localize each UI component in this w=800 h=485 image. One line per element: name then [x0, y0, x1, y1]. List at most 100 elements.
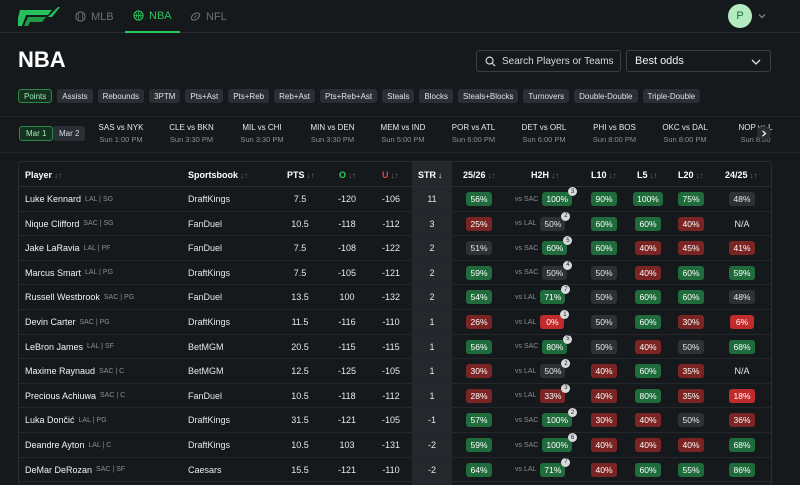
tab-nba[interactable]: NBA: [125, 0, 180, 33]
table-row[interactable]: Deandre Ayton LAL | C DraftKings 10.5 103 -13…: [19, 433, 771, 458]
player-name[interactable]: Luke Kennard: [25, 194, 82, 204]
over-odds-cell[interactable]: -105: [337, 267, 356, 278]
over-odds-cell[interactable]: -116: [338, 317, 356, 327]
header-over[interactable]: O ↓↑: [339, 170, 357, 180]
under-odds-cell[interactable]: -105: [381, 415, 400, 426]
under-odds-cell[interactable]: -110: [382, 464, 400, 475]
game-card[interactable]: PHI vs BOS Sun 8:00 PM: [581, 123, 649, 144]
stat-filter-steals-blocks[interactable]: Steals+Blocks: [457, 89, 519, 103]
under-odds-cell[interactable]: -132: [381, 292, 400, 303]
over-odds-cell[interactable]: -118: [338, 390, 356, 401]
game-card[interactable]: MEM vs IND Sun 5:00 PM: [369, 123, 437, 144]
under-odds-cell[interactable]: -106: [381, 194, 400, 204]
search-box[interactable]: [476, 50, 621, 72]
stat-filter-pts-reb[interactable]: Pts+Reb: [228, 89, 270, 103]
header-l20[interactable]: L20 ↓↑: [678, 170, 704, 180]
table-row[interactable]: Devin Carter SAC | PG DraftKings 11.5 -116 -1…: [19, 310, 771, 335]
logo-icon[interactable]: [18, 4, 60, 28]
stat-filter-triple-double[interactable]: Triple-Double: [642, 89, 701, 103]
table-row[interactable]: Luke Kennard LAL | SG DraftKings 7.5 -120 -10…: [19, 187, 771, 212]
table-row[interactable]: Luka Dončić LAL | PG DraftKings 31.5 -121 -10…: [19, 408, 771, 433]
under-odds-cell[interactable]: -131: [381, 440, 400, 450]
over-odds-cell[interactable]: -108: [337, 243, 356, 254]
stat-filter-steals[interactable]: Steals: [382, 89, 415, 103]
stat-filter-points[interactable]: Points: [18, 89, 53, 103]
player-name[interactable]: Marcus Smart: [25, 267, 82, 278]
over-odds-cell[interactable]: -120: [337, 194, 356, 204]
over-odds-cell[interactable]: -115: [338, 341, 356, 352]
season-hit-rate-badge: 54%: [466, 290, 492, 305]
player-name[interactable]: Precious Achiuwa: [25, 390, 97, 401]
stat-filter-rebounds[interactable]: Rebounds: [97, 89, 145, 103]
game-card[interactable]: DET vs ORL Sun 6:00 PM: [510, 123, 578, 144]
game-card[interactable]: POR vs ATL Sun 6:00 PM: [440, 123, 508, 144]
table-row[interactable]: Precious Achiuwa SAC | C FanDuel 10.5 -118 -1…: [19, 383, 771, 409]
game-card[interactable]: MIL vs CHI Sun 3:30 PM: [228, 123, 296, 144]
game-card[interactable]: SAS vs NYK Sun 1:00 PM: [87, 123, 155, 144]
stat-filter-reb-ast[interactable]: Reb+Ast: [274, 89, 316, 103]
game-card[interactable]: CLE vs BKN Sun 3:30 PM: [158, 123, 226, 144]
over-odds-cell[interactable]: -121: [337, 464, 356, 475]
header-prev-season[interactable]: 24/25 ↓↑: [725, 170, 758, 180]
header-player[interactable]: Player ↓↑: [25, 170, 63, 180]
table-row[interactable]: Nique Clifford SAC | SG FanDuel 10.5 -118 -11…: [19, 211, 771, 237]
over-odds-cell[interactable]: -125: [337, 366, 356, 377]
header-l10[interactable]: L10 ↓↑: [591, 170, 617, 180]
under-odds-cell[interactable]: -115: [382, 341, 400, 352]
str-cell: -2: [427, 464, 436, 475]
over-odds-cell[interactable]: -121: [337, 415, 356, 426]
table-row[interactable]: DeMar DeRozan SAC | SF Caesars 15.5 -121 -110…: [19, 457, 771, 483]
h2h-badge: 50% 4: [542, 260, 573, 280]
prev-season-hit-rate: 68%: [725, 433, 759, 457]
header-str[interactable]: STR ↓: [418, 170, 442, 180]
player-name[interactable]: Deandre Ayton: [25, 440, 85, 450]
game-card[interactable]: MIN vs DEN Sun 3:30 PM: [299, 123, 367, 144]
player-name[interactable]: DeMar DeRozan: [25, 464, 93, 475]
chevron-down-icon[interactable]: [758, 12, 766, 20]
table-row[interactable]: LeBron James LAL | SF BetMGM 20.5 -115 -115 1 5…: [19, 334, 771, 360]
date-button-mar-2[interactable]: Mar 2: [53, 126, 86, 141]
player-name[interactable]: LeBron James: [25, 341, 84, 352]
under-odds-cell[interactable]: -105: [381, 366, 400, 377]
header-sportsbook[interactable]: Sportsbook ↓↑: [188, 170, 249, 180]
stat-filter-pts-ast[interactable]: Pts+Ast: [185, 89, 224, 103]
header-h2h[interactable]: H2H ↓↑: [531, 170, 560, 180]
over-odds-cell[interactable]: -118: [338, 218, 356, 229]
tab-mlb[interactable]: MLB: [75, 0, 114, 33]
scroll-right-button[interactable]: [757, 126, 771, 140]
under-odds-cell[interactable]: -122: [381, 243, 400, 254]
stat-filter-double-double[interactable]: Double-Double: [574, 89, 638, 103]
table-row[interactable]: Jake LaRavia LAL | PF FanDuel 7.5 -108 -122 2 5…: [19, 236, 771, 261]
header-pts[interactable]: PTS ↓↑: [287, 170, 315, 180]
player-name[interactable]: Luka Dončić: [25, 415, 75, 426]
stat-filter-3ptm[interactable]: 3PTM: [149, 89, 181, 103]
odds-select[interactable]: Best odds: [626, 50, 771, 72]
game-card[interactable]: OKC vs DAL Sun 8:00 PM: [651, 123, 719, 144]
header-l5[interactable]: L5 ↓↑: [637, 170, 658, 180]
player-name[interactable]: Nique Clifford: [25, 218, 80, 229]
table-row[interactable]: Russell Westbrook SAC | PG FanDuel 13.5 100 -…: [19, 285, 771, 310]
under-odds-cell[interactable]: -121: [381, 267, 400, 278]
stat-filter-turnovers[interactable]: Turnovers: [523, 89, 570, 103]
player-name[interactable]: Russell Westbrook: [25, 292, 100, 303]
header-under[interactable]: U ↓↑: [382, 170, 399, 180]
stat-filter-assists[interactable]: Assists: [57, 89, 93, 103]
stat-filter-pts-reb-ast[interactable]: Pts+Reb+Ast: [320, 89, 378, 103]
date-button-mar-1[interactable]: Mar 1: [19, 126, 54, 141]
player-name[interactable]: Maxime Raynaud: [25, 366, 96, 377]
player-name[interactable]: Jake LaRavia: [25, 243, 80, 254]
tab-nfl[interactable]: NFL: [190, 0, 227, 33]
table-row[interactable]: Maxime Raynaud SAC | C BetMGM 12.5 -125 -105 1…: [19, 359, 771, 384]
table-row[interactable]: Marcus Smart LAL | PG DraftKings 7.5 -105 -12…: [19, 260, 771, 286]
avatar[interactable]: P: [728, 4, 752, 28]
player-name[interactable]: Devin Carter: [25, 317, 76, 327]
game-card[interactable]: NOP vs L Sun 8:00: [722, 123, 790, 144]
over-odds-cell[interactable]: 100: [339, 292, 355, 303]
over-odds-cell[interactable]: 103: [339, 440, 355, 450]
under-odds-cell[interactable]: -110: [382, 317, 400, 327]
under-odds-cell[interactable]: -112: [382, 390, 400, 401]
header-season[interactable]: 25/26 ↓↑: [463, 170, 496, 180]
under-odds-cell[interactable]: -112: [382, 218, 400, 229]
search-input[interactable]: [502, 55, 617, 67]
stat-filter-blocks[interactable]: Blocks: [419, 89, 453, 103]
